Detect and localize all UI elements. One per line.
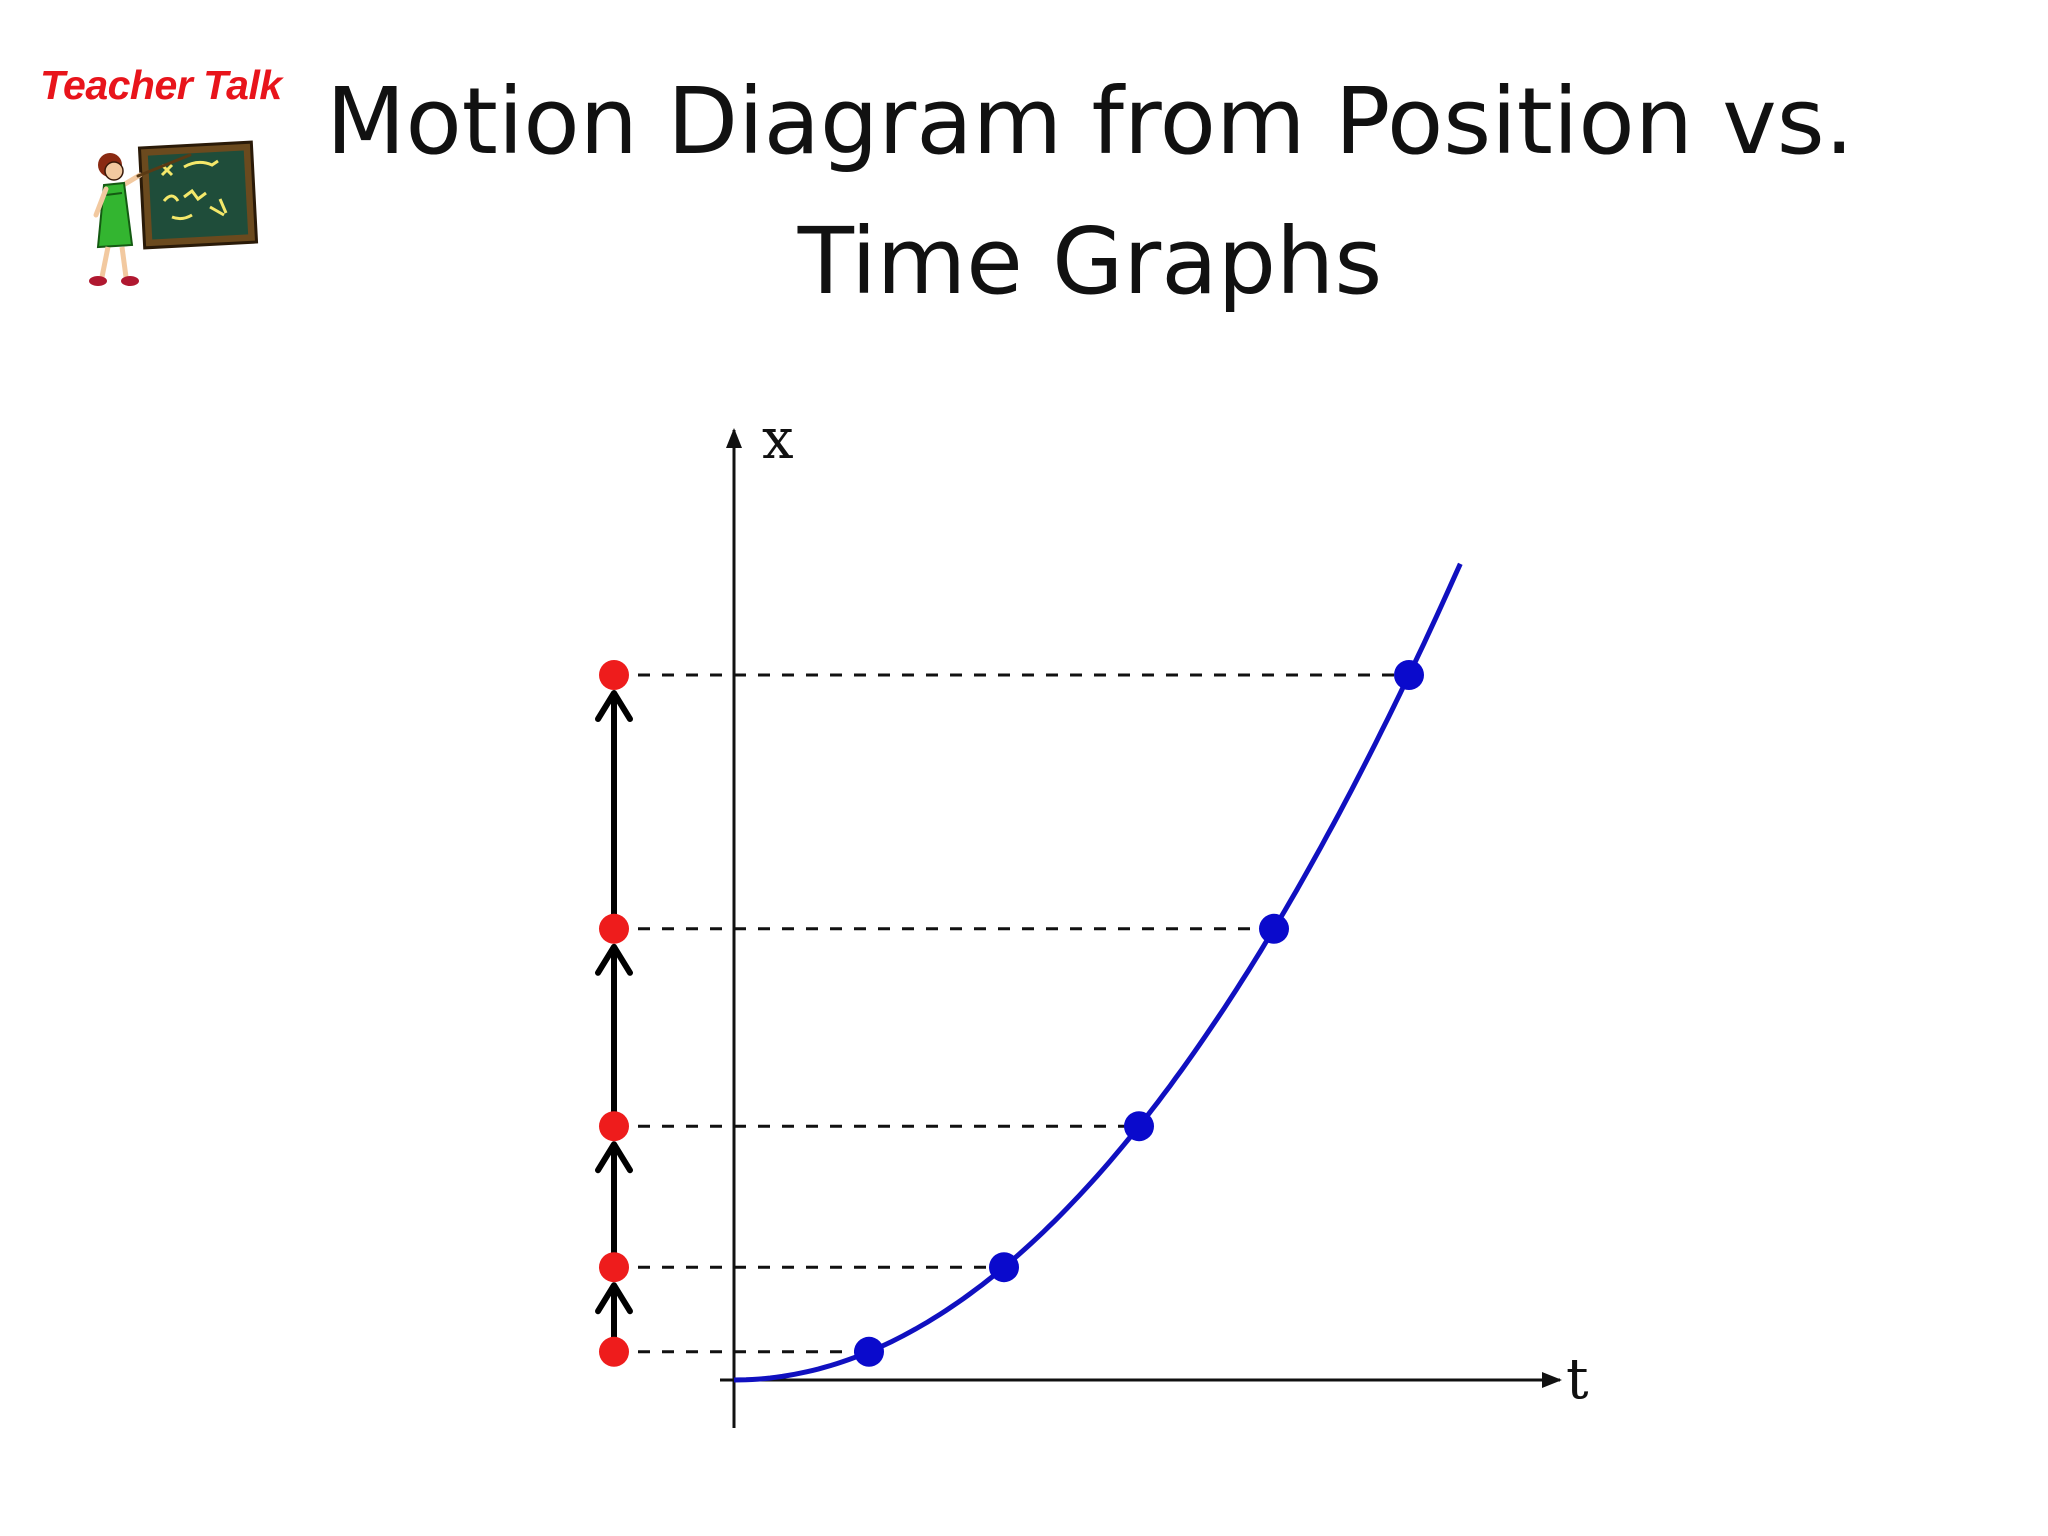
- graph-point: [1124, 1111, 1154, 1142]
- title-line-1: Motion Diagram from Position vs.: [326, 68, 1854, 175]
- motion-diagram-dots: [599, 660, 629, 1367]
- title-line-2: Time Graphs: [797, 208, 1383, 315]
- horizontal-axis-label: t: [1566, 1347, 1589, 1412]
- graph-point: [1394, 660, 1424, 690]
- motion-arrow: [595, 943, 633, 1117]
- motion-arrows: [595, 690, 633, 1342]
- motion-arrow: [595, 690, 633, 919]
- vertical-axis-label: x: [762, 407, 794, 472]
- graph-point: [854, 1336, 884, 1367]
- motion-arrow: [595, 1141, 633, 1258]
- position-dot: [599, 1252, 629, 1283]
- teacher-talk-label: Teacher Talk: [40, 62, 282, 108]
- graph-points: [854, 660, 1424, 1367]
- motion-arrow: [595, 1282, 633, 1342]
- page-title: Motion Diagram from Position vs. Time Gr…: [300, 52, 1880, 332]
- position-dot: [599, 913, 629, 944]
- position-dot: [599, 660, 629, 690]
- teacher-at-chalkboard-icon: [89, 140, 259, 286]
- graph-point: [989, 1252, 1019, 1283]
- position-dot: [599, 1111, 629, 1142]
- graph-point: [1259, 913, 1289, 944]
- position-dot: [599, 1336, 629, 1367]
- dashed-guide-lines: [614, 673, 1409, 1354]
- position-curve: [733, 562, 1463, 1383]
